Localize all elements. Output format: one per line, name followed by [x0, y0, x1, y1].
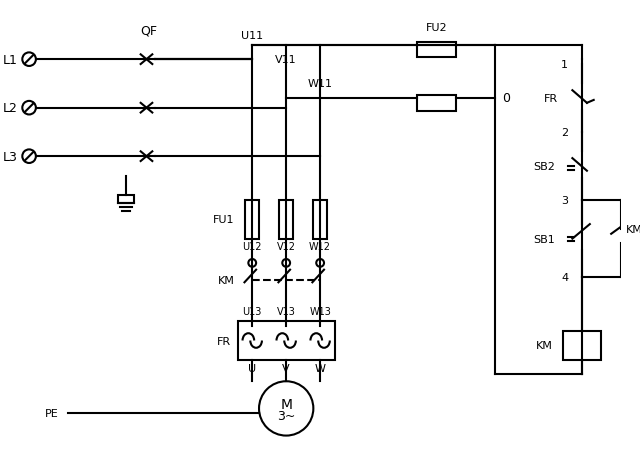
Text: FR: FR — [544, 94, 558, 104]
Text: V: V — [282, 363, 290, 373]
Text: M: M — [280, 397, 292, 411]
Text: SB1: SB1 — [533, 234, 555, 244]
Text: KM: KM — [218, 276, 235, 286]
Text: KM: KM — [626, 224, 640, 234]
Text: U: U — [248, 363, 256, 373]
Text: SB2: SB2 — [533, 162, 555, 172]
Text: QF: QF — [140, 25, 157, 37]
Text: 1: 1 — [561, 60, 568, 70]
Bar — [118, 196, 134, 203]
Bar — [280, 200, 293, 239]
Text: 0: 0 — [502, 92, 511, 105]
Text: V13: V13 — [276, 307, 296, 317]
Text: 2: 2 — [561, 128, 568, 137]
Text: 4: 4 — [561, 273, 568, 283]
Text: FU1: FU1 — [213, 215, 235, 225]
Bar — [417, 96, 456, 111]
Text: FR: FR — [217, 336, 231, 346]
Text: FU2: FU2 — [426, 23, 447, 33]
Text: W11: W11 — [308, 79, 333, 89]
Text: L2: L2 — [3, 102, 17, 115]
Text: U13: U13 — [243, 307, 262, 317]
Text: W: W — [315, 363, 326, 373]
Text: U11: U11 — [241, 31, 263, 41]
Text: 3: 3 — [561, 195, 568, 205]
Bar — [314, 200, 327, 239]
Bar — [237, 321, 335, 360]
Bar — [563, 331, 602, 360]
Text: U12: U12 — [243, 242, 262, 252]
Text: PE: PE — [44, 409, 58, 418]
Text: W13: W13 — [309, 307, 331, 317]
Text: KM: KM — [536, 341, 553, 351]
Text: V12: V12 — [276, 242, 296, 252]
Bar — [245, 200, 259, 239]
Text: V11: V11 — [275, 55, 297, 65]
Text: 3~: 3~ — [277, 409, 296, 422]
Text: L3: L3 — [3, 150, 17, 163]
Bar — [417, 43, 456, 58]
Text: W12: W12 — [309, 242, 331, 252]
Text: L1: L1 — [3, 54, 17, 66]
